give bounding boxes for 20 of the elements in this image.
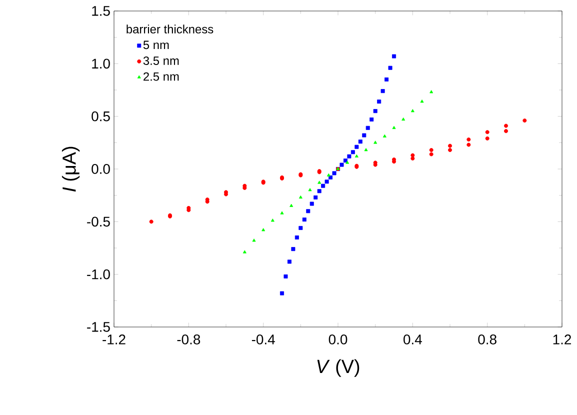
legend-label: 5 nm xyxy=(143,40,169,50)
y-tick-label: 0.0 xyxy=(92,164,110,174)
x-tick-label: 0.4 xyxy=(404,334,422,344)
y-axis-title: I (μA) xyxy=(62,146,80,192)
y-tick-label: -0.5 xyxy=(87,216,110,227)
y-tick-label: -1.0 xyxy=(87,269,110,280)
x-tick-label: 0.0 xyxy=(328,334,348,344)
x-tick-label: -0.8 xyxy=(177,334,200,344)
legend-label: 2.5 nm xyxy=(144,72,179,81)
y-tick-label: -1.5 xyxy=(87,322,110,332)
y-tick-label: 1.0 xyxy=(92,58,110,69)
x-tick-label: -1.2 xyxy=(102,334,126,344)
x-tick-label: -0.4 xyxy=(252,334,275,344)
y-tick-label: 0.5 xyxy=(92,111,110,122)
x-tick-label: 1.2 xyxy=(553,334,572,344)
x-tick-label: 0.8 xyxy=(478,334,496,344)
x-axis-title: V (V) xyxy=(317,359,360,377)
y-tick-label: 1.5 xyxy=(92,6,110,16)
legend-title: barrier thickness xyxy=(126,24,214,34)
legend-label: 3.5 nm xyxy=(143,56,179,65)
